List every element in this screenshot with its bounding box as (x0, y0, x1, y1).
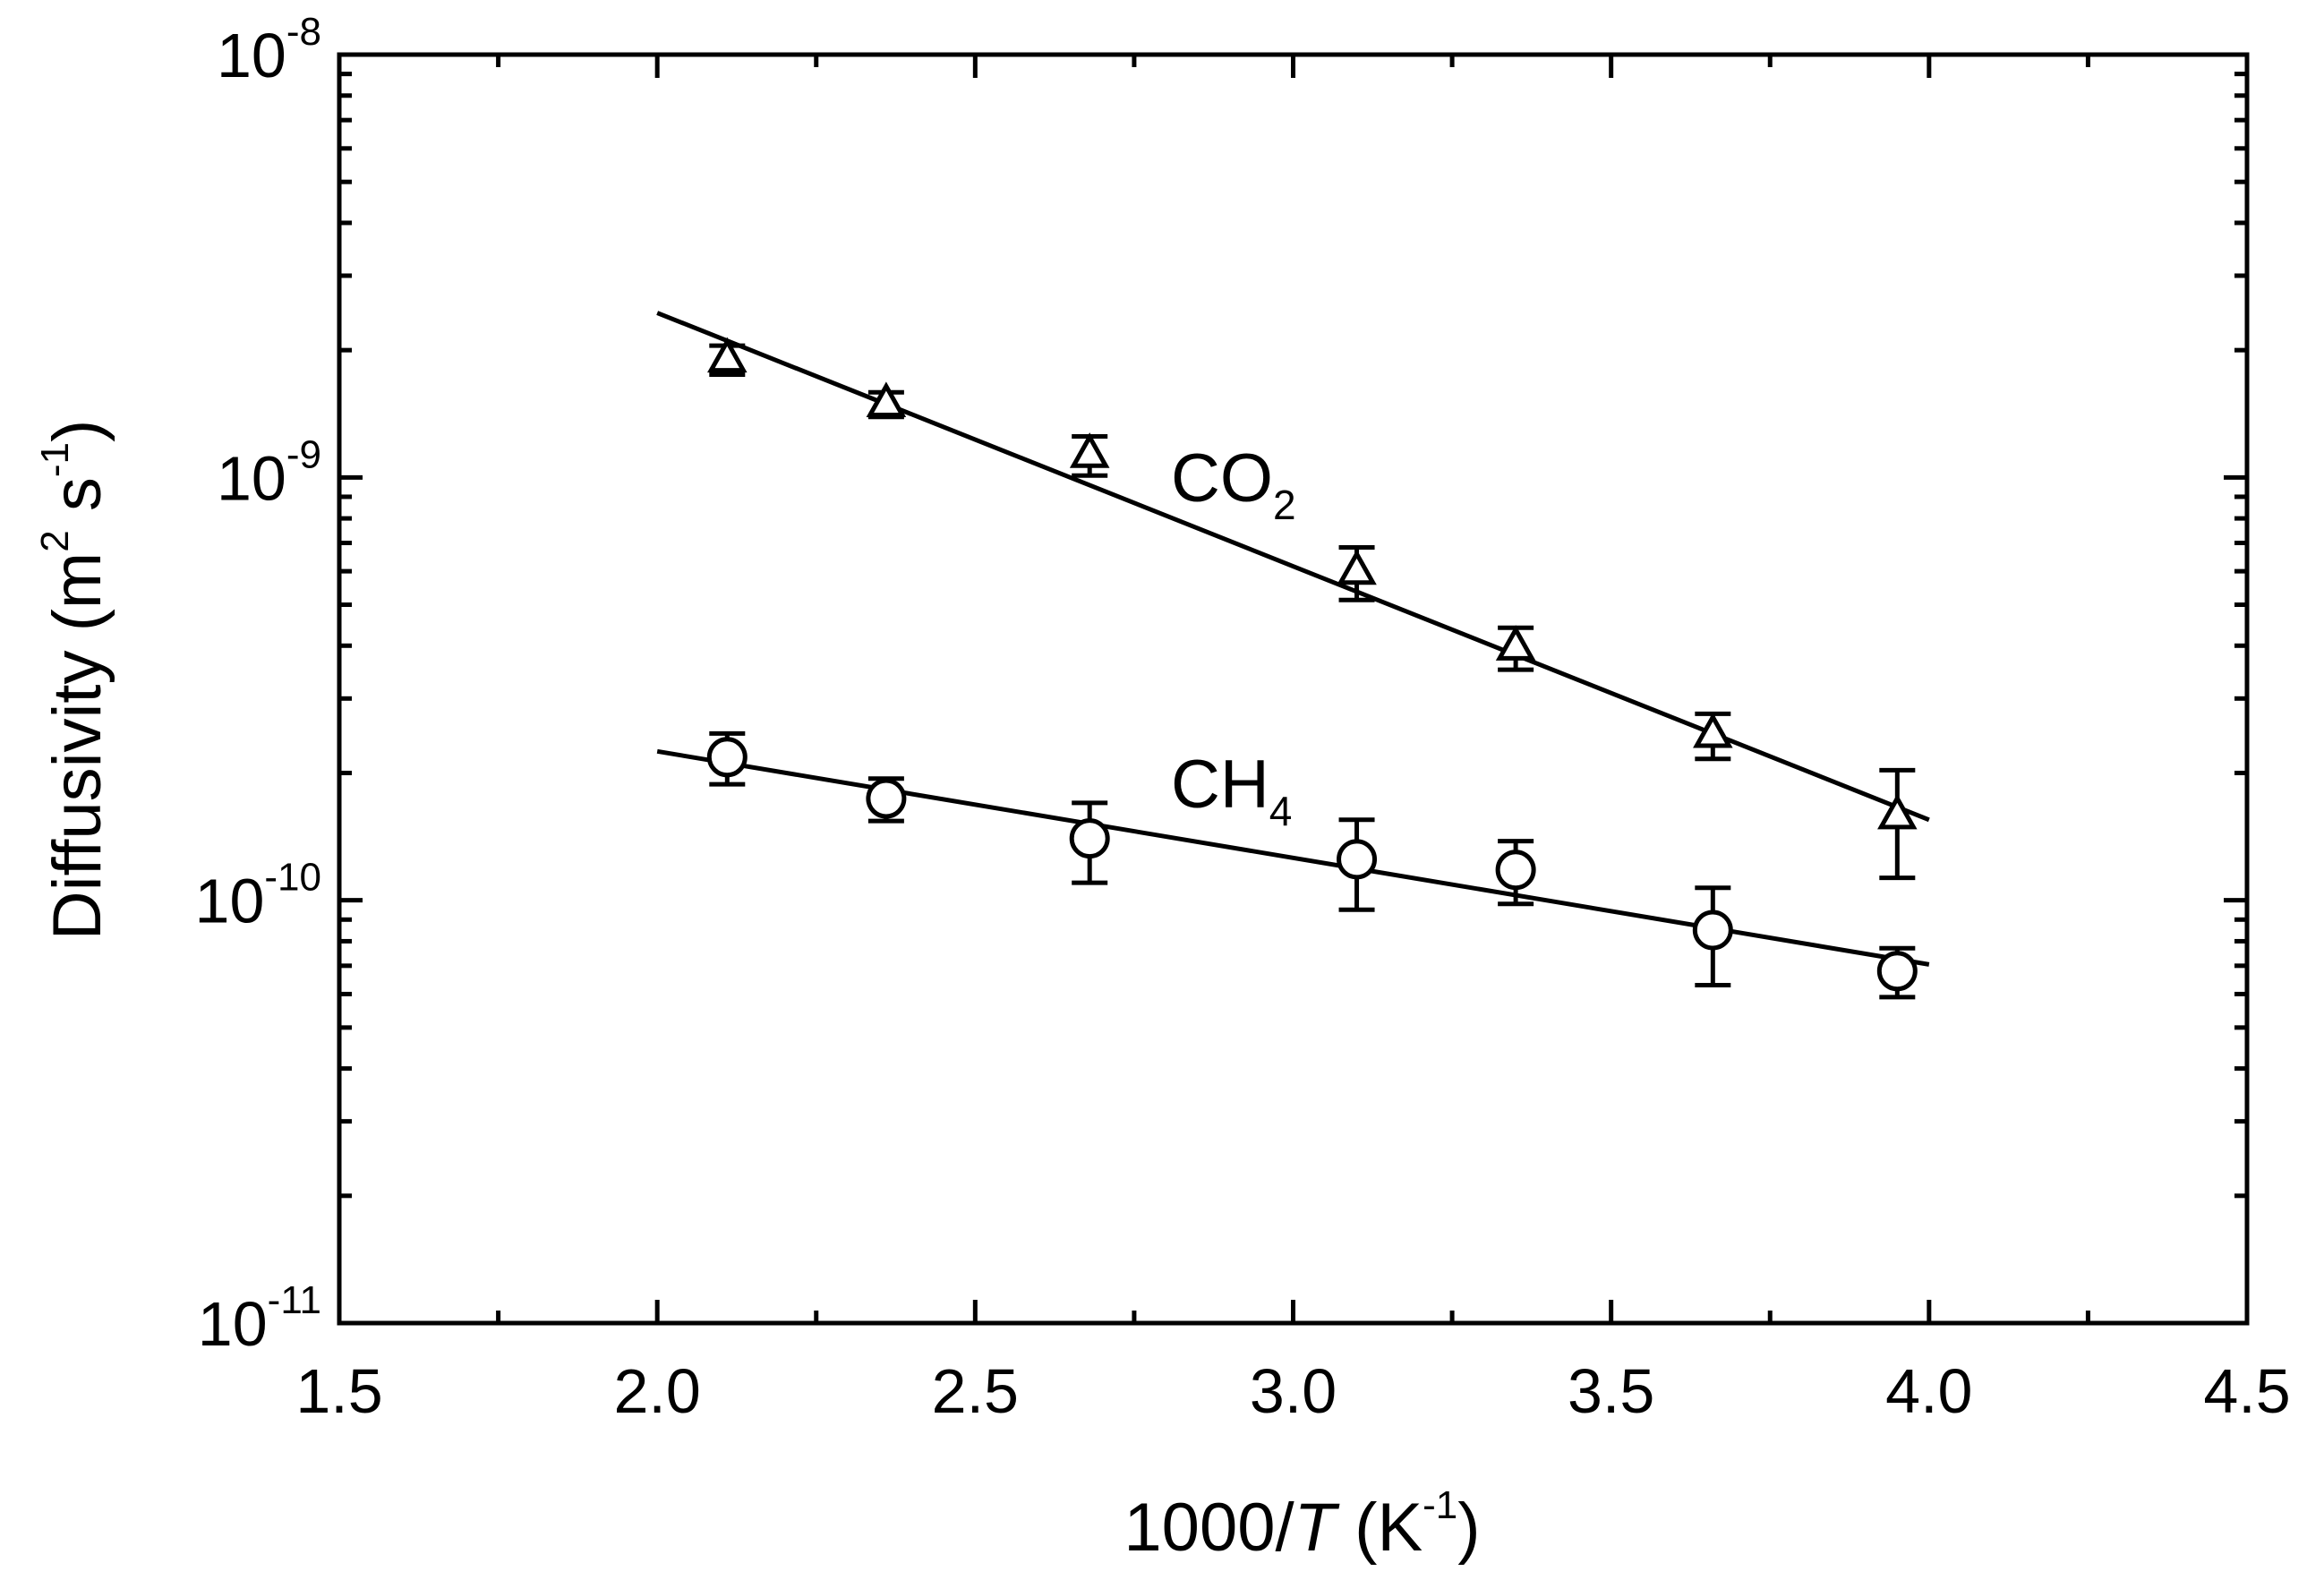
marker-circle (866, 778, 907, 819)
y-label-part: ) (39, 420, 115, 442)
y-tick-label: 10-11 (198, 1278, 321, 1359)
y-label-part: Diffusivity (m (39, 552, 115, 941)
marker-triangle (707, 337, 748, 373)
x-label-part: (K (1336, 1490, 1423, 1566)
series-label-main: CH (1171, 747, 1269, 823)
marker-circle (1069, 818, 1110, 859)
y-tick-exponent: -8 (286, 10, 321, 54)
fit-line (656, 748, 1930, 967)
marker-triangle (1069, 432, 1110, 468)
y-tick-base: 10 (217, 443, 286, 513)
y-tick-label: 10-9 (217, 432, 321, 513)
marker-circle (1495, 850, 1536, 891)
plot-frame (337, 52, 2250, 1326)
x-axis-label: 1000/T (K-1) (1124, 1483, 1480, 1566)
marker-triangle (1693, 712, 1733, 748)
series-label: CO2 (1171, 440, 1296, 528)
marker-circle (1876, 951, 1918, 992)
x-tick-label: 3.5 (1568, 1356, 1654, 1426)
y-tick-base: 10 (198, 1289, 268, 1359)
marker-circle (706, 737, 748, 778)
marker-circle (1692, 910, 1733, 951)
marker-triangle (866, 381, 907, 418)
fit-line (656, 311, 1930, 823)
x-tick-label: 4.5 (2203, 1356, 2290, 1426)
y-label-part: s (39, 477, 115, 530)
x-label-part: 1000/ (1124, 1490, 1294, 1566)
marker-circle (1337, 839, 1378, 880)
x-tick-label: 2.0 (614, 1356, 701, 1426)
x-tick-label: 1.5 (295, 1356, 382, 1426)
x-tick-label: 3.0 (1250, 1356, 1337, 1426)
marker-triangle (1337, 549, 1377, 585)
marker-triangle (1495, 625, 1536, 661)
y-tick-label: 10-10 (195, 856, 321, 936)
x-tick-label: 2.5 (932, 1356, 1019, 1426)
series-label: CH4 (1171, 747, 1292, 834)
y-label-sup: 2 (33, 530, 77, 551)
y-tick-base: 10 (195, 867, 265, 936)
x-label-part: ) (1457, 1490, 1480, 1566)
x-tick-label: 4.0 (1885, 1356, 1972, 1426)
x-label-part: T (1294, 1490, 1340, 1566)
y-tick-exponent: -11 (268, 1278, 321, 1322)
y-tick-base: 10 (217, 21, 286, 90)
y-tick-exponent: -10 (264, 856, 321, 900)
series-label-sub: 2 (1273, 482, 1296, 528)
series-label-sub: 4 (1269, 788, 1293, 834)
series-label-main: CO (1171, 440, 1273, 517)
y-axis-label: Diffusivity (m2 s-1) (33, 420, 115, 941)
y-tick-exponent: -9 (286, 432, 321, 476)
y-label-sup: -1 (33, 442, 77, 477)
x-label-sup: -1 (1423, 1483, 1457, 1527)
marker-triangle (1877, 793, 1918, 830)
y-tick-label: 10-8 (217, 10, 321, 90)
